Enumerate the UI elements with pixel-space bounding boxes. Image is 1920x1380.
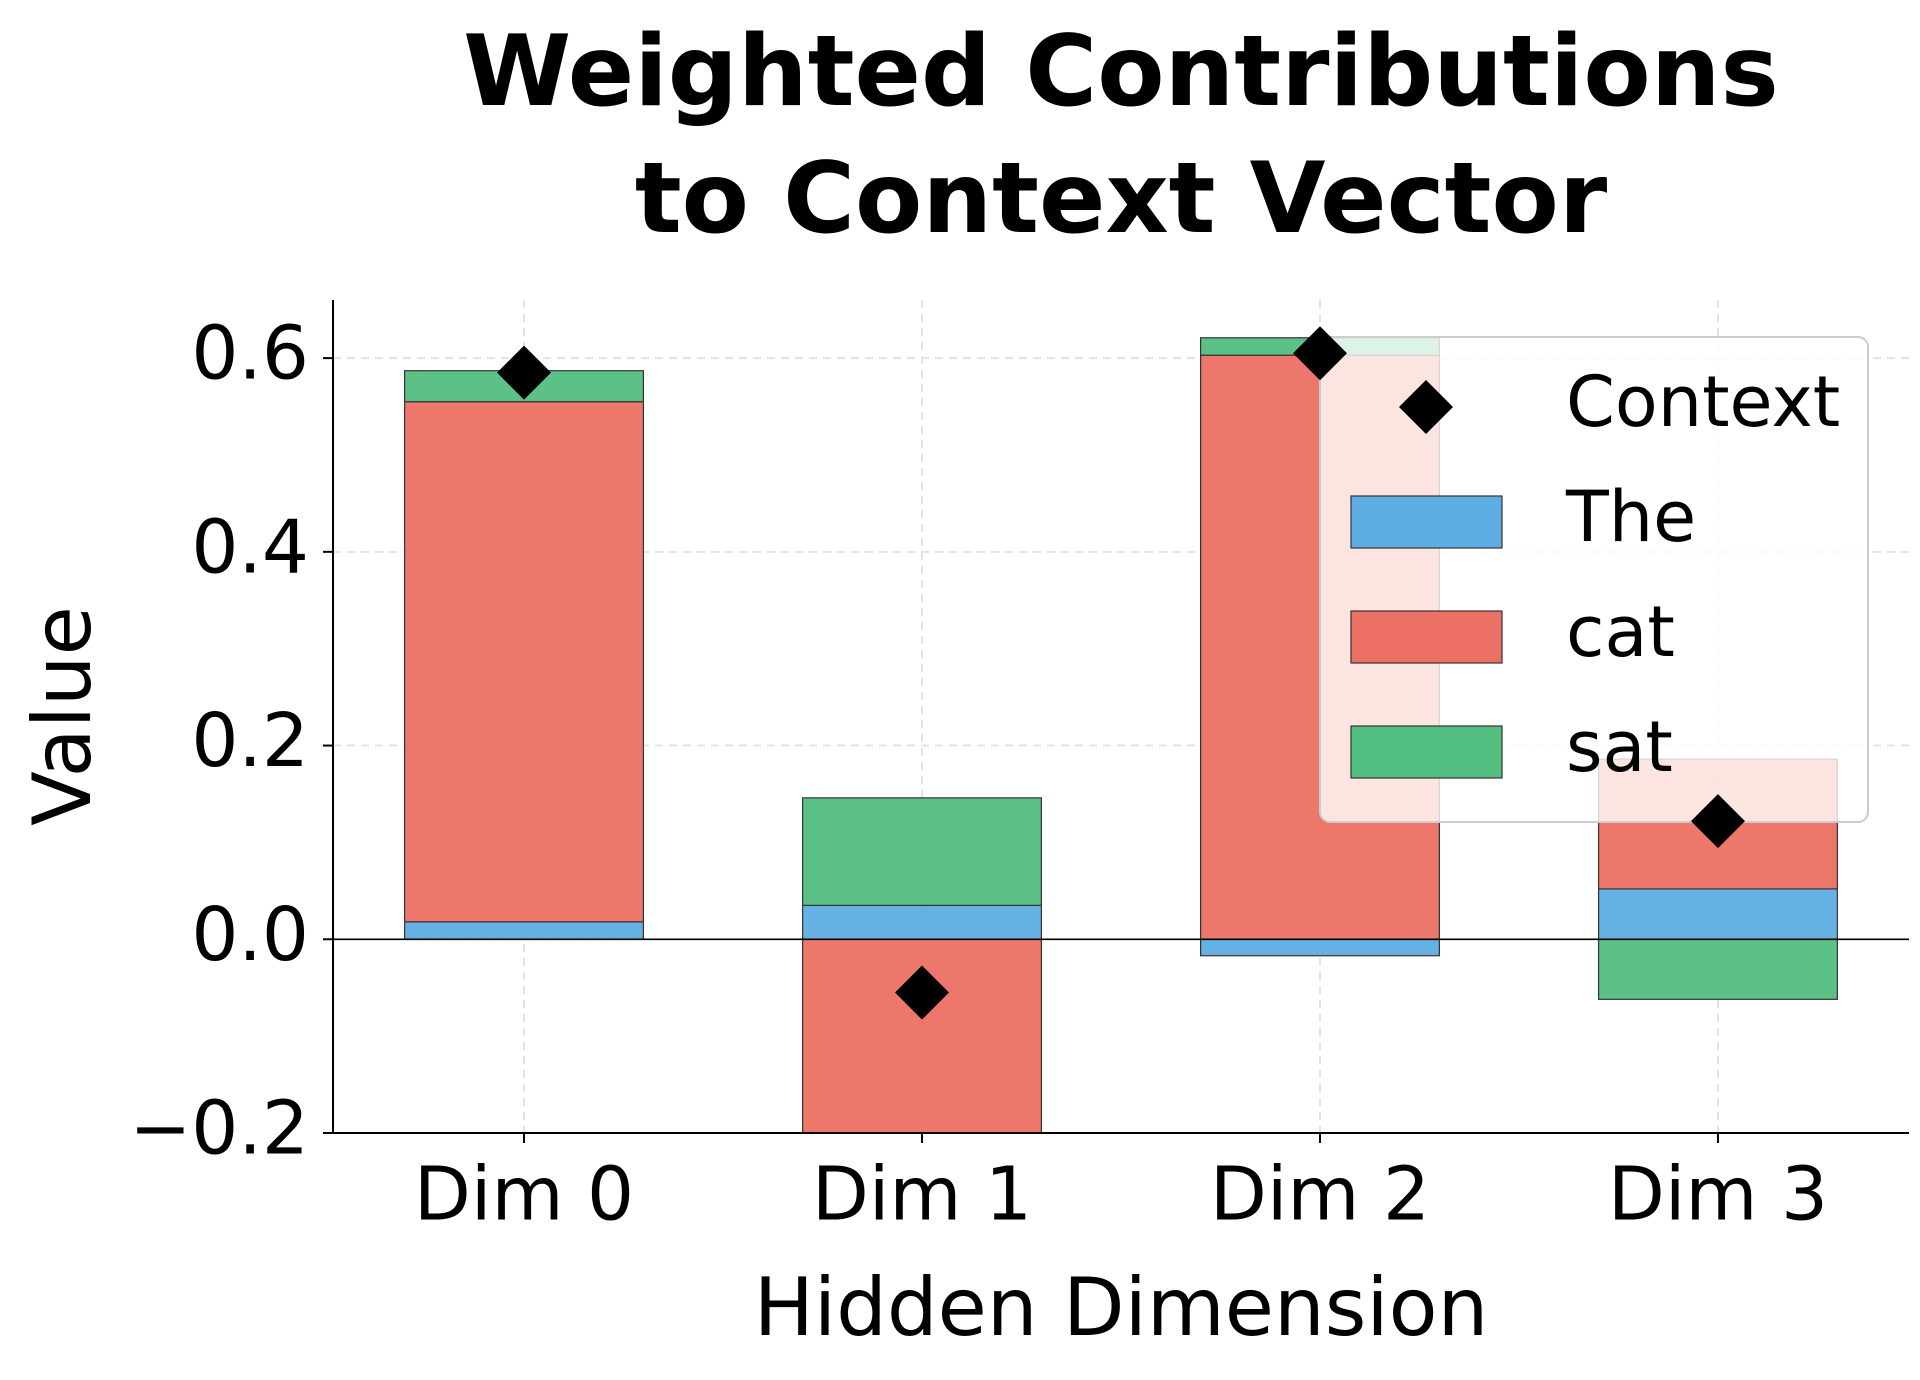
legend-swatch	[1350, 725, 1503, 779]
bar-segment	[1199, 938, 1440, 957]
context-marker	[1690, 794, 1745, 849]
context-marker	[497, 345, 552, 400]
legend-label: Context	[1566, 361, 1840, 443]
legend-marker	[1399, 380, 1453, 434]
legend-swatch	[1350, 610, 1503, 664]
legend-label: cat	[1566, 591, 1675, 673]
legend-box	[1319, 336, 1869, 823]
x-axis-label: Hidden Dimension	[754, 1261, 1489, 1354]
bar-segment	[1597, 938, 1838, 1000]
axes: −0.2 0.0 0.2 0.4 0.6 Dim 0 Dim 1 Dim 2 Dim 3	[129, 300, 1909, 1238]
bar-segment	[802, 904, 1043, 940]
x-tick-label: Dim 2	[1210, 1152, 1430, 1238]
bar-segment	[404, 401, 645, 923]
legend-label: The	[1565, 476, 1696, 558]
y-tick-label: 0.2	[191, 698, 309, 784]
bar-segment	[404, 921, 645, 940]
legend-label: sat	[1566, 706, 1673, 788]
y-tick-label: 0.6	[191, 311, 309, 397]
context-marker	[895, 965, 950, 1020]
chart-title: Weighted Contributions	[463, 15, 1779, 129]
y-axis-label: Value	[16, 606, 109, 826]
legend: Context The cat sat	[1319, 336, 1869, 823]
x-tick-label: Dim 3	[1608, 1152, 1828, 1238]
y-tick-label: 0.0	[191, 892, 309, 978]
bar-segment	[1597, 888, 1838, 940]
chart-title: to Context Vector	[635, 142, 1608, 256]
x-tick-label: Dim 1	[812, 1152, 1032, 1238]
x-tick-label: Dim 0	[414, 1152, 634, 1238]
context-marker	[1292, 326, 1347, 381]
legend-swatch	[1350, 495, 1503, 549]
y-tick-label: −0.2	[129, 1086, 309, 1172]
bar-segment	[802, 797, 1043, 906]
y-tick-label: 0.4	[191, 504, 309, 590]
